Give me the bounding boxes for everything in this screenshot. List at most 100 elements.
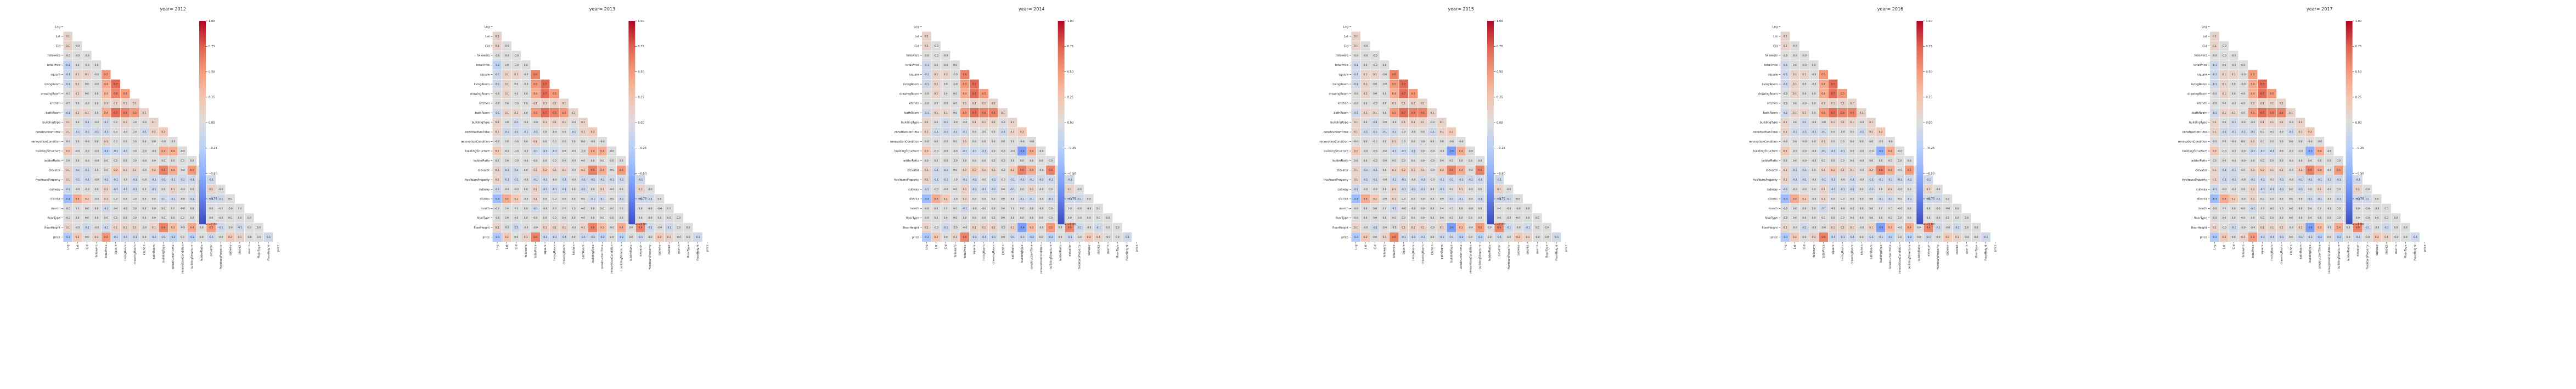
colorbar-tick-label: −0.75 [209,198,217,201]
cell-value-label: -0.0 [2327,197,2332,201]
cell-value-label: 0.0 [142,207,146,210]
cell-value-label: 0.0 [514,216,518,220]
cell-value-label: 0.1 [1411,102,1415,105]
cell-value-label: 0.4 [1821,92,1825,96]
y-tick-label: totalPrice [2193,64,2207,67]
x-tick-label: Lng [2213,244,2217,249]
cell-value-label: -0.0 [2318,140,2322,143]
cell-value-label: 0.1 [104,197,108,201]
cell-value-label: 0.0 [524,140,528,143]
y-tick-label: price [2200,236,2207,239]
cell-value-label: 0.0 [677,216,680,220]
cell-value-label: -0.1 [991,179,996,182]
cell-value-label: -0.1 [2231,169,2236,172]
cell-value-label: -0.0 [2308,140,2313,143]
cell-value-label: 0.0 [114,121,117,124]
cell-value-label: -0.0 [66,54,71,57]
cell-value-label: 0.0 [1116,236,1120,239]
colorbar-tick-label: −1.00 [209,223,217,226]
y-tick-label: bathRoom [1763,112,1778,115]
colorbar-tick-label: −1.00 [1926,223,1934,226]
cell-value-label: 0.1 [2213,169,2217,172]
cell-value-label: -0.0 [982,207,987,210]
y-tick-label: floorHeight [2191,226,2207,230]
cell-value-label: 0.0 [1879,159,1883,163]
cell-value-label: 0.0 [562,197,566,201]
cell-value-label: -0.1 [1354,112,1359,115]
cell-value-label: 0.0 [2356,216,2360,220]
cell-value-label: 0.0 [514,83,518,86]
cell-value-label: -0.0 [2288,179,2293,182]
cell-value-label: 0.1 [934,73,938,76]
cell-value-label: -0.0 [1077,188,1082,191]
cell-value-label: 0.0 [1955,207,1959,210]
cell-value-label: 0.4 [620,226,623,230]
cell-value-label: 0.0 [982,159,986,163]
cell-value-label: -0.0 [495,207,500,210]
x-tick-label: constructionTime [1031,244,1034,269]
cell-value-label: 0.1 [1850,226,1854,230]
cell-value-label: -0.1 [963,149,968,153]
cell-value-label: -0.0 [218,236,223,239]
y-tick-label: ladderRatio [44,159,60,163]
cell-value-label: -0.0 [943,188,948,191]
cell-value-label: 0.0 [209,216,213,220]
cell-value-label: -0.1 [543,236,548,239]
cell-value-label: -0.1 [1439,179,1444,182]
cell-value-label: 0.0 [1106,226,1110,230]
cell-value-label: -0.0 [1039,207,1044,210]
cell-value-label: 0.1 [1373,73,1377,76]
x-tick-label: month [1536,244,1539,254]
cell-value-label: -0.1 [590,236,595,239]
cell-value-label: 0.0 [1421,149,1425,153]
cell-value-label: -0.0 [953,159,958,163]
cell-value-label: -0.0 [514,140,519,143]
cell-value-label: -0.1 [2231,226,2236,230]
cell-value-label: -0.0 [934,226,939,230]
cell-value-label: -0.1 [1840,149,1845,153]
cell-value-label: 0.0 [1850,149,1854,153]
cell-value-label: 0.7 [543,112,547,115]
cell-value-label: -0.0 [1812,197,1816,201]
cell-value-label: -0.0 [1449,140,1454,143]
cell-value-label: 0.0 [1812,102,1816,105]
cell-value-label: -0.0 [2222,45,2227,48]
cell-value-label: 0.0 [1516,216,1520,220]
cell-value-label: 0.5 [1392,83,1396,86]
cell-value-label: 0.1 [1831,102,1835,105]
cell-value-label: 0.1 [982,226,986,230]
cell-value-label: 0.0 [1955,216,1959,220]
colorbar-tick-label: 1.00 [1497,20,1503,23]
cell-value-label: 0.0 [1440,216,1444,220]
y-tick-label: totalPrice [47,64,60,67]
cell-value-label: 0.1 [1793,112,1797,115]
cell-value-label: -0.0 [75,188,80,191]
x-tick-label: floorType [1116,244,1120,258]
cell-value-label: -0.1 [142,131,147,134]
cell-value-label: 0.7 [114,83,117,86]
cell-value-label: 0.0 [505,216,509,220]
cell-value-label: 0.1 [925,169,929,172]
cell-value-label: 0.0 [1908,216,1911,220]
y-tick-label: elevator [907,169,919,173]
y-tick-label: Lat [915,35,919,38]
cell-value-label: -0.0 [943,54,948,57]
cell-value-label: -0.0 [1382,149,1387,153]
cell-value-label: 0.0 [1812,112,1816,115]
cell-value-label: 0.0 [2280,131,2283,134]
cell-value-label: 0.0 [1421,140,1425,143]
cell-value-label: 0.0 [2280,159,2283,163]
cell-value-label: -0.0 [123,131,128,134]
cell-value-label: -0.1 [132,236,137,239]
cell-value-label: 0.2 [1945,236,1949,239]
x-tick-label: totalPrice [105,244,108,258]
cell-value-label: 0.0 [562,149,566,153]
cell-value-label: 0.6 [1392,236,1396,239]
cell-value-label: -0.0 [2365,236,2370,239]
cell-value-label: 0.0 [1020,216,1024,220]
cell-value-label: 0.6 [591,169,595,172]
cell-value-label: 0.0 [1802,207,1806,210]
cell-value-label: -0.1 [1783,73,1788,76]
cell-value-label: 0.0 [1812,188,1816,191]
cell-value-label: -0.1 [2212,188,2217,191]
